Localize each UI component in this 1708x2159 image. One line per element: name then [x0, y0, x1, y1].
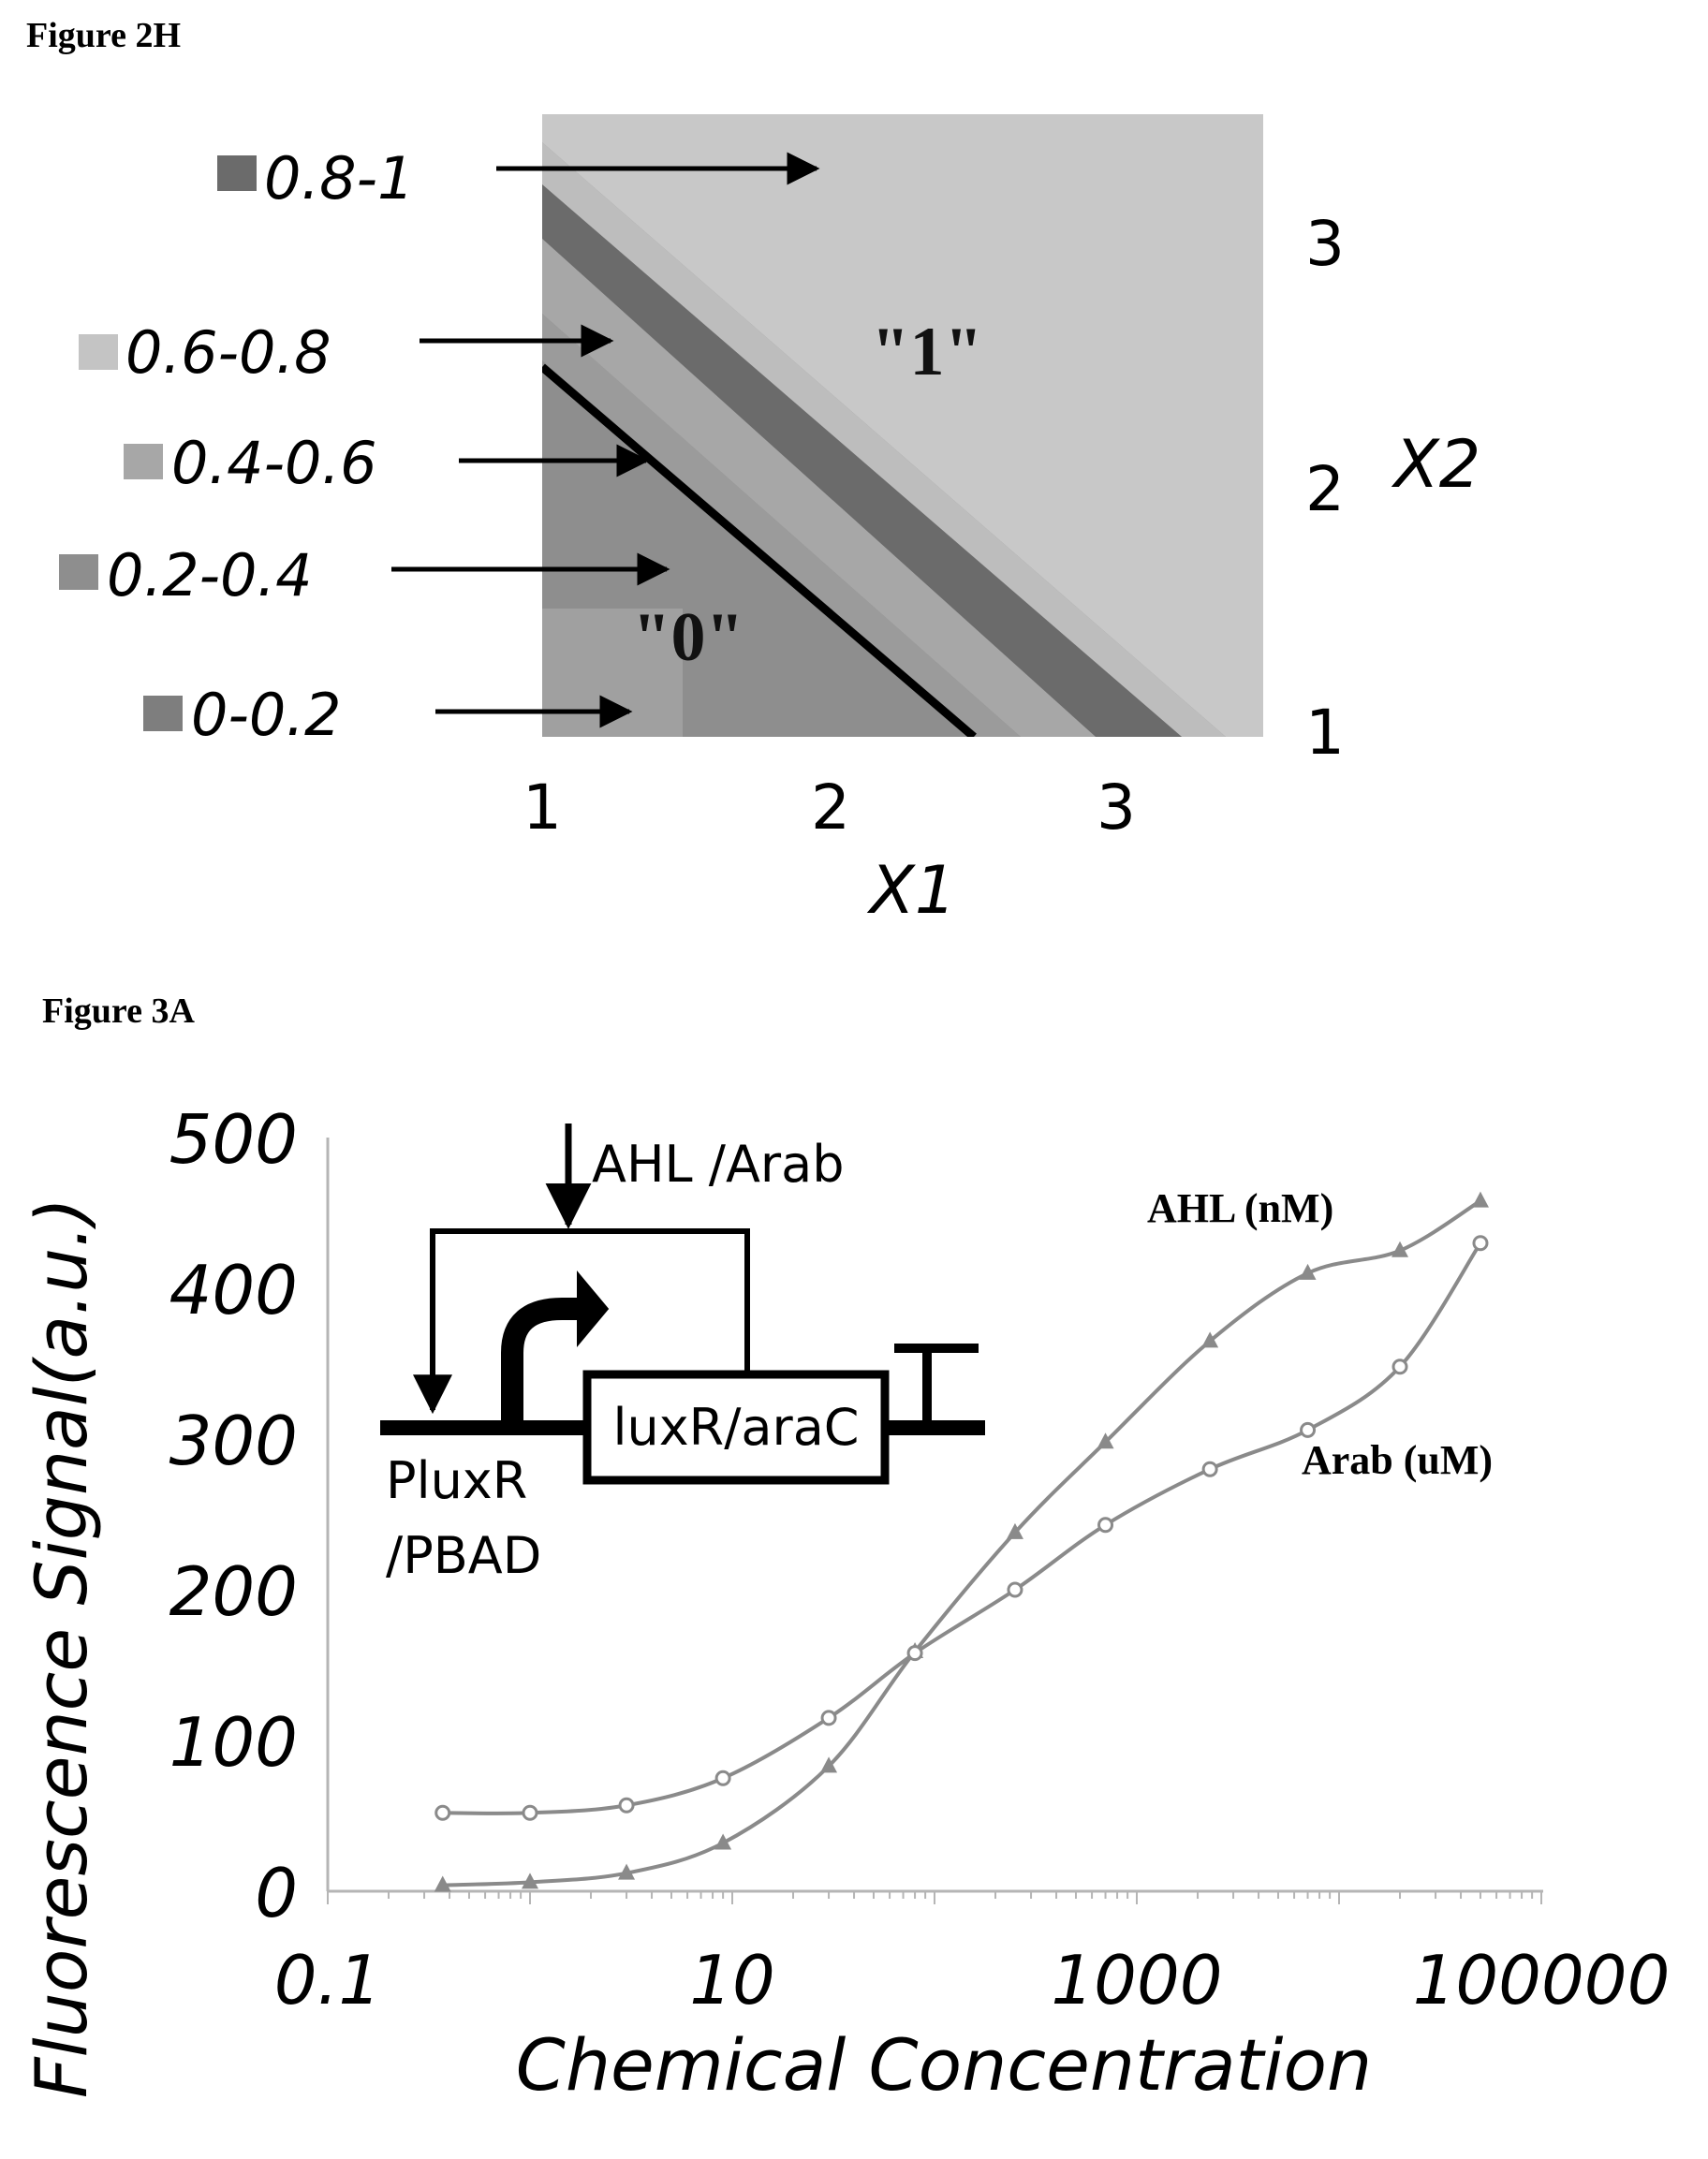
- promoter-label-line2: /PBAD: [386, 1526, 541, 1585]
- figure-2h-label: Figure 2H: [26, 16, 181, 55]
- ahl-data-point: [522, 1873, 538, 1889]
- series-label-arab: Arab (uM): [1302, 1437, 1493, 1483]
- legend-item: 0.8-1: [217, 144, 820, 213]
- y-tick-label: 100: [169, 1703, 298, 1782]
- x-axis-ticks: [327, 1891, 1542, 1904]
- figure-3a: Figure 3A 500 400 300 200 100 0 0.1 10 1…: [20, 991, 1670, 2107]
- y-tick-label: 200: [169, 1552, 298, 1631]
- ahl-data-point: [1471, 1191, 1489, 1208]
- ahl-data-point: [1097, 1432, 1114, 1449]
- arab-data-point: [618, 1797, 635, 1814]
- plot-series: [434, 1191, 1489, 1892]
- legend-swatch: [217, 155, 257, 191]
- legend-label: 0.4-0.6: [171, 429, 377, 497]
- arab-data-point: [1300, 1421, 1317, 1438]
- y-tick-labels: 500 400 300 200 100 0: [169, 1100, 298, 1932]
- terminator-icon: [894, 1344, 979, 1423]
- ahl-data-point: [618, 1863, 636, 1880]
- heatmap-legend: 0.8-1 0.6-0.8 0.4-0.6 0.2-0.4 0-0.2: [59, 144, 820, 749]
- legend-swatch: [124, 444, 163, 479]
- ahl-data-point: [820, 1756, 838, 1773]
- x1-tick-label: 3: [1097, 771, 1136, 844]
- x-tick-label: 0.1: [274, 1941, 382, 2019]
- x-tick-label: 10: [689, 1941, 775, 2019]
- figure-3a-label: Figure 3A: [42, 991, 195, 1031]
- y-tick-label: 500: [169, 1100, 298, 1179]
- promoter-arrowhead-icon: [577, 1270, 610, 1348]
- arab-data-point: [522, 1804, 538, 1821]
- legend-item: 0-0.2: [143, 681, 633, 749]
- ahl-data-point: [714, 1833, 732, 1850]
- arab-data-point: [1097, 1517, 1114, 1534]
- x-tick-label: 1000: [1051, 1941, 1222, 2019]
- x1-tick-label: 2: [811, 771, 850, 844]
- heatmap-band-mid: [542, 239, 1096, 737]
- x-axis-title: Chemical Concentration: [516, 2023, 1372, 2107]
- arab-data-point: [434, 1804, 451, 1821]
- legend-swatch: [143, 696, 183, 731]
- figure-2h: Figure 2H "1" "0" 0.8-1 0.6-0.8: [26, 16, 1480, 929]
- x2-tick-label: 2: [1305, 453, 1345, 525]
- circuit-inset: AHL /Arab luxR/araC PluxR /PBAD: [380, 1124, 985, 1585]
- promoter-arrow-icon: [501, 1298, 582, 1421]
- arab-data-point: [1391, 1359, 1408, 1375]
- inducer-label: AHL /Arab: [592, 1135, 845, 1194]
- x2-tick-label: 1: [1305, 697, 1345, 769]
- legend-label: 0.8-1: [264, 144, 414, 213]
- arab-data-point: [1201, 1461, 1218, 1477]
- heatmap-band-lower-mid: [542, 314, 1021, 737]
- heatmap-band-light: [542, 142, 1226, 737]
- x-tick-labels: 0.1 10 1000 100000: [274, 1941, 1671, 2019]
- region-label-zero: "0": [632, 599, 744, 676]
- gene-box: [582, 1370, 890, 1485]
- arab-data-point: [1007, 1581, 1023, 1598]
- feedback-loop: [413, 1228, 750, 1415]
- x2-axis-label: X2: [1391, 426, 1481, 503]
- promoter-label-line1: PluxR: [386, 1451, 527, 1510]
- heatmap-band-lightest: [542, 114, 1263, 737]
- heatmap-band-dark: [542, 184, 1182, 737]
- x2-tick-label: 3: [1305, 208, 1345, 280]
- ahl-data-point: [1201, 1331, 1219, 1348]
- legend-label: 0.6-0.8: [125, 318, 331, 387]
- series-line-arab: [442, 1241, 1482, 1815]
- y-axis-title: Fluorescence Signal(a.u.): [20, 1197, 103, 2098]
- ahl-data-point: [1006, 1522, 1023, 1539]
- arab-data-point: [1472, 1235, 1489, 1252]
- heatmap-plot: [542, 114, 1263, 737]
- y-tick-label: 400: [169, 1251, 298, 1329]
- x1-axis-label: X1: [866, 852, 957, 929]
- series-label-ahl: AHL (nM): [1147, 1185, 1333, 1231]
- legend-item: 0.6-0.8: [79, 318, 614, 387]
- ahl-data-point: [434, 1875, 451, 1892]
- legend-item: 0.2-0.4: [59, 541, 670, 610]
- legend-item: 0.4-0.6: [124, 429, 650, 497]
- arab-data-point: [906, 1645, 923, 1662]
- gene-label: luxR/araC: [613, 1398, 860, 1457]
- decision-boundary-line: [542, 363, 977, 737]
- arab-data-point: [820, 1710, 837, 1726]
- y-tick-label: 0: [255, 1854, 298, 1932]
- ahl-data-point: [1299, 1263, 1317, 1280]
- x-tick-label: 100000: [1413, 1941, 1671, 2019]
- legend-swatch: [79, 334, 118, 370]
- legend-swatch: [59, 554, 98, 590]
- ahl-data-point: [1391, 1241, 1409, 1257]
- legend-label: 0.2-0.4: [107, 541, 313, 610]
- x1-tick-label: 1: [523, 771, 562, 844]
- legend-label: 0-0.2: [191, 681, 341, 749]
- region-label-one: "1": [871, 314, 982, 390]
- arab-data-point: [714, 1770, 731, 1786]
- y-tick-label: 300: [169, 1402, 298, 1480]
